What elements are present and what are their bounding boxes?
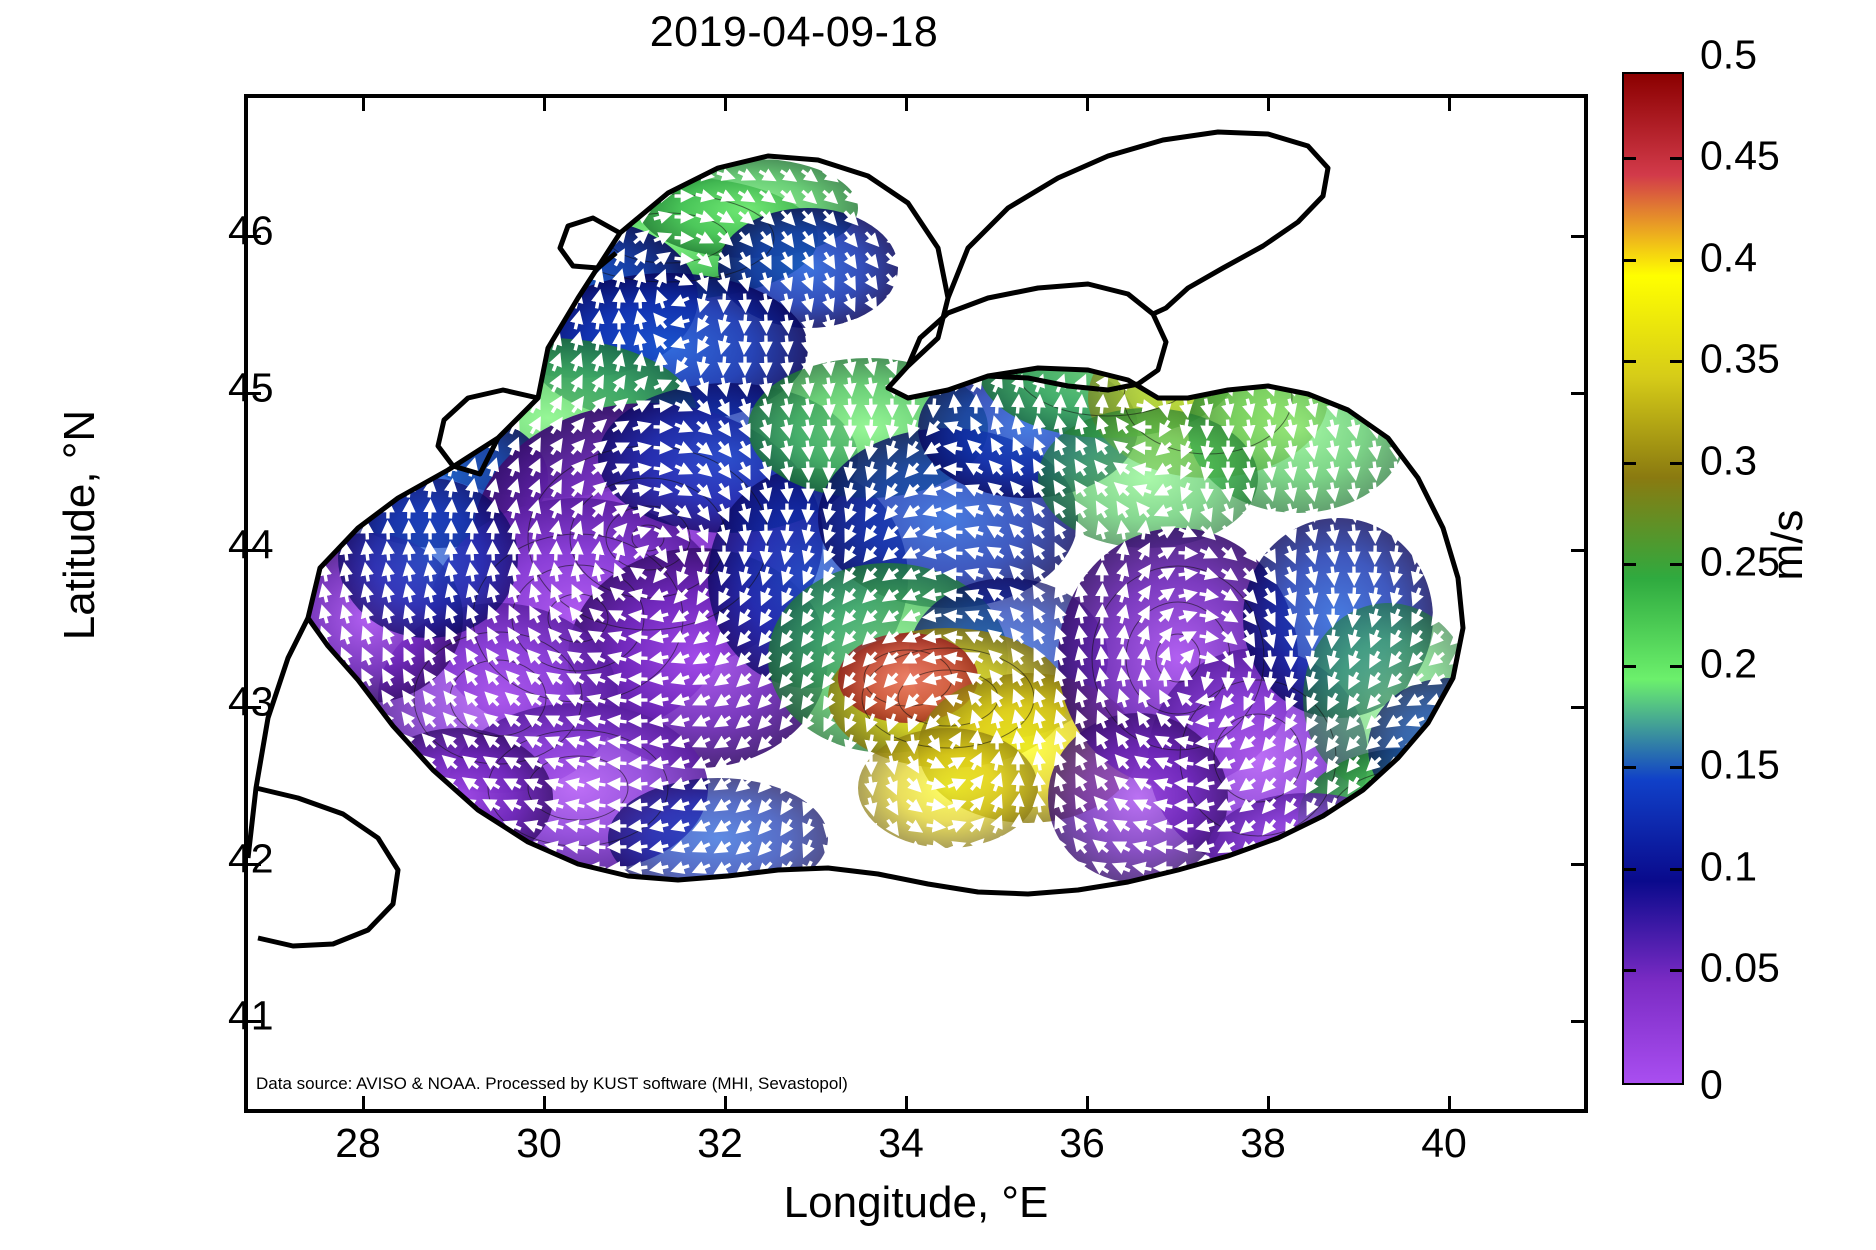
- x-tick-label-32: 32: [697, 1120, 743, 1166]
- speed-contour-fill: [308, 156, 1463, 894]
- y-tick-right-43: [1571, 706, 1584, 709]
- page-title: 2019-04-09-18: [649, 8, 939, 56]
- x-tick-34: [905, 1096, 908, 1109]
- cb-tick-r-0.4: [1670, 259, 1682, 262]
- x-tick-top-40: [1448, 98, 1451, 111]
- x-tick-label-30: 30: [516, 1120, 562, 1166]
- x-tick-label-36: 36: [1059, 1120, 1105, 1166]
- sea-field-group: [248, 129, 1466, 949]
- cb-label-0.1: 0.1: [1700, 843, 1757, 890]
- y-tick-44: [248, 549, 261, 552]
- cb-tick-r-0.2: [1670, 665, 1682, 668]
- cb-tick-0.2: [1624, 665, 1636, 668]
- y-tick-right-41: [1571, 1020, 1584, 1023]
- x-tick-top-38: [1267, 98, 1270, 111]
- cb-label-0.45: 0.45: [1700, 132, 1780, 179]
- cb-tick-0.05: [1624, 969, 1636, 972]
- colorbar-unit-label: m/s: [1763, 509, 1812, 581]
- x-tick-label-34: 34: [878, 1120, 924, 1166]
- cb-tick-0.45: [1624, 157, 1636, 160]
- x-tick-label-28: 28: [335, 1120, 381, 1166]
- y-tick-46: [248, 235, 261, 238]
- cb-label-0.2: 0.2: [1700, 640, 1757, 687]
- cb-tick-0.1: [1624, 868, 1636, 871]
- cb-label-0.3: 0.3: [1700, 437, 1757, 484]
- x-tick-38: [1267, 1096, 1270, 1109]
- y-tick-right-42: [1571, 863, 1584, 866]
- map-plot-area[interactable]: [244, 94, 1588, 1113]
- cb-tick-r-0.05: [1670, 969, 1682, 972]
- x-tick-40: [1448, 1096, 1451, 1109]
- y-axis-label: Latitude, °N: [55, 409, 104, 641]
- cb-tick-r-0.25: [1670, 563, 1682, 566]
- map-canvas: [248, 98, 1584, 1109]
- cb-label-0.05: 0.05: [1700, 944, 1780, 991]
- x-tick-top-30: [543, 98, 546, 111]
- cb-label-0.4: 0.4: [1700, 234, 1757, 281]
- x-tick-top-34: [905, 98, 908, 111]
- cb-tick-r-0.15: [1670, 766, 1682, 769]
- x-tick-28: [362, 1096, 365, 1109]
- cb-tick-0.15: [1624, 766, 1636, 769]
- y-tick-right-44: [1571, 549, 1584, 552]
- cb-label-0.25: 0.25: [1700, 538, 1780, 585]
- y-tick-right-45: [1571, 392, 1584, 395]
- y-tick-right-46: [1571, 235, 1584, 238]
- x-axis-label: Longitude, °E: [783, 1178, 1049, 1227]
- x-tick-36: [1086, 1096, 1089, 1109]
- cb-label-0.35: 0.35: [1700, 335, 1780, 382]
- colorbar-gradient: [1624, 74, 1682, 1083]
- x-tick-30: [543, 1096, 546, 1109]
- x-tick-top-36: [1086, 98, 1089, 111]
- y-tick-43: [248, 706, 261, 709]
- x-tick-top-28: [362, 98, 365, 111]
- cb-tick-0.3: [1624, 462, 1636, 465]
- coastline: [248, 129, 1466, 949]
- cb-label-0.15: 0.15: [1700, 741, 1780, 788]
- cb-label-0: 0: [1700, 1061, 1723, 1108]
- colorbar[interactable]: [1622, 72, 1684, 1085]
- x-tick-label-38: 38: [1240, 1120, 1286, 1166]
- x-tick-32: [724, 1096, 727, 1109]
- cb-tick-r-0.3: [1670, 462, 1682, 465]
- y-tick-42: [248, 863, 261, 866]
- x-tick-label-40: 40: [1421, 1120, 1467, 1166]
- cb-tick-0.25: [1624, 563, 1636, 566]
- cb-tick-r-0.45: [1670, 157, 1682, 160]
- x-tick-top-32: [724, 98, 727, 111]
- cb-tick-r-0.1: [1670, 868, 1682, 871]
- y-tick-45: [248, 392, 261, 395]
- data-source-note: Data source: AVISO & NOAA. Processed by …: [256, 1074, 848, 1093]
- cb-label-0.5: 0.5: [1700, 31, 1757, 78]
- current-field-svg: [248, 129, 1466, 949]
- cb-tick-r-0.35: [1670, 360, 1682, 363]
- cb-tick-0.4: [1624, 259, 1636, 262]
- cb-tick-0.35: [1624, 360, 1636, 363]
- y-tick-41: [248, 1020, 261, 1023]
